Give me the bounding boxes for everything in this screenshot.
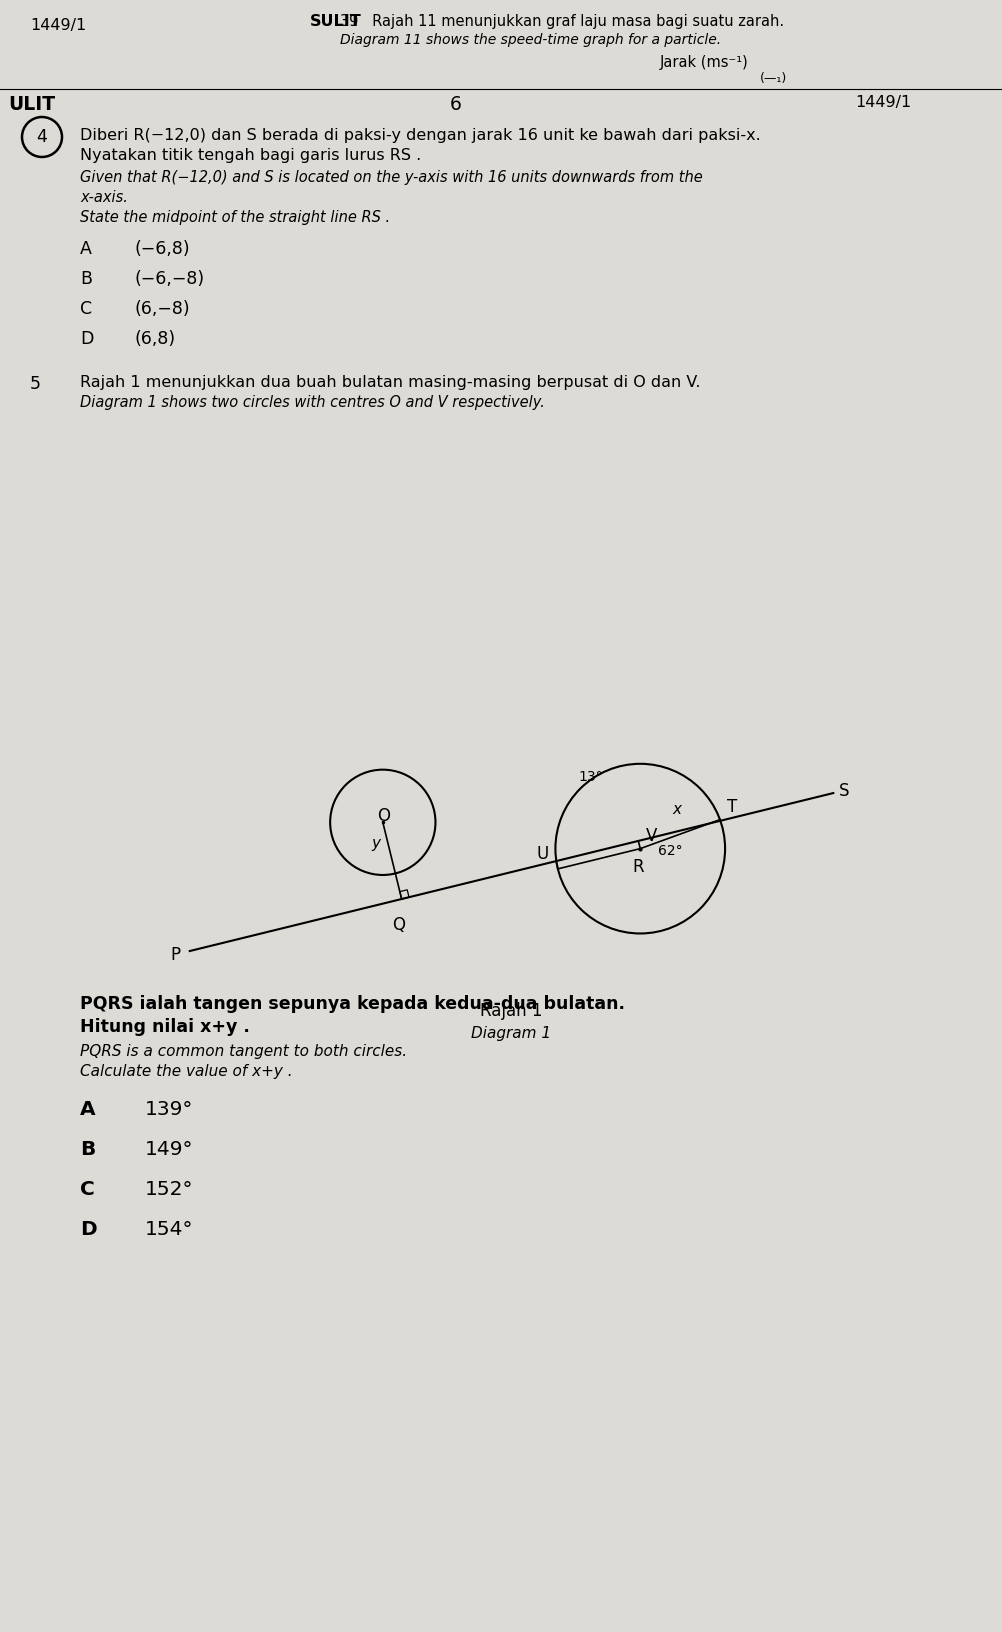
Text: 1449/1: 1449/1 xyxy=(854,95,911,109)
Text: A: A xyxy=(80,1100,95,1118)
Text: 149°: 149° xyxy=(145,1139,193,1159)
Text: (—₁): (—₁) xyxy=(760,72,787,85)
Text: State the midpoint of the straight line RS .: State the midpoint of the straight line … xyxy=(80,211,390,225)
Text: Rajah 1: Rajah 1 xyxy=(480,1000,542,1018)
Text: 62°: 62° xyxy=(657,844,682,857)
Text: Calculate the value of x+y .: Calculate the value of x+y . xyxy=(80,1064,293,1079)
Text: C: C xyxy=(80,1180,94,1198)
Text: SULIT: SULIT xyxy=(310,15,362,29)
Text: 5: 5 xyxy=(30,375,41,393)
Text: 39   Rajah 11 menunjukkan graf laju masa bagi suatu zarah.: 39 Rajah 11 menunjukkan graf laju masa b… xyxy=(340,15,784,29)
Text: 152°: 152° xyxy=(145,1180,193,1198)
Text: (6,8): (6,8) xyxy=(135,330,176,348)
Text: 13°: 13° xyxy=(577,769,602,783)
Text: D: D xyxy=(80,1219,96,1239)
Text: PQRS is a common tangent to both circles.: PQRS is a common tangent to both circles… xyxy=(80,1043,407,1058)
Text: 4: 4 xyxy=(36,127,47,145)
Text: U: U xyxy=(536,844,548,862)
Text: 154°: 154° xyxy=(145,1219,193,1239)
Text: Nyatakan titik tengah bagi garis lurus RS .: Nyatakan titik tengah bagi garis lurus R… xyxy=(80,149,421,163)
Text: ULIT: ULIT xyxy=(8,95,55,114)
Text: B: B xyxy=(80,1139,95,1159)
Text: C: C xyxy=(80,300,92,318)
Text: Diagram 1 shows two circles with centres O and V respectively.: Diagram 1 shows two circles with centres… xyxy=(80,395,544,410)
Text: Diberi R(−12,0) dan S berada di paksi-y dengan jarak 16 unit ke bawah dari paksi: Diberi R(−12,0) dan S berada di paksi-y … xyxy=(80,127,760,144)
Text: S: S xyxy=(839,782,849,800)
Text: 139°: 139° xyxy=(145,1100,193,1118)
Text: Rajah 1 menunjukkan dua buah bulatan masing-masing berpusat di O dan V.: Rajah 1 menunjukkan dua buah bulatan mas… xyxy=(80,375,699,390)
Text: x: x xyxy=(671,801,680,818)
Text: x-axis.: x-axis. xyxy=(80,189,127,206)
Text: 6: 6 xyxy=(450,95,461,114)
Text: (−6,8): (−6,8) xyxy=(135,240,190,258)
Text: PQRS ialah tangen sepunya kepada kedua-dua bulatan.: PQRS ialah tangen sepunya kepada kedua-d… xyxy=(80,994,624,1012)
Text: P: P xyxy=(170,945,180,963)
Text: D: D xyxy=(80,330,93,348)
Text: O: O xyxy=(377,806,390,824)
Text: Q: Q xyxy=(392,916,405,934)
Text: R: R xyxy=(632,858,643,876)
Text: Jarak (ms⁻¹): Jarak (ms⁻¹) xyxy=(659,55,748,70)
Text: y: y xyxy=(371,836,380,850)
Text: Hitung nilai x+y .: Hitung nilai x+y . xyxy=(80,1017,249,1035)
Text: B: B xyxy=(80,269,92,287)
Text: V: V xyxy=(645,826,657,844)
Text: T: T xyxy=(726,798,736,816)
Text: (6,−8): (6,−8) xyxy=(135,300,190,318)
Text: A: A xyxy=(80,240,92,258)
Text: (−6,−8): (−6,−8) xyxy=(135,269,205,287)
Text: 1449/1: 1449/1 xyxy=(30,18,86,33)
Text: Diagram 11 shows the speed-time graph for a particle.: Diagram 11 shows the speed-time graph fo… xyxy=(340,33,720,47)
Text: Diagram 1: Diagram 1 xyxy=(471,1027,551,1041)
Text: Given that R(−12,0) and S is located on the y-axis with 16 units downwards from : Given that R(−12,0) and S is located on … xyxy=(80,170,702,184)
